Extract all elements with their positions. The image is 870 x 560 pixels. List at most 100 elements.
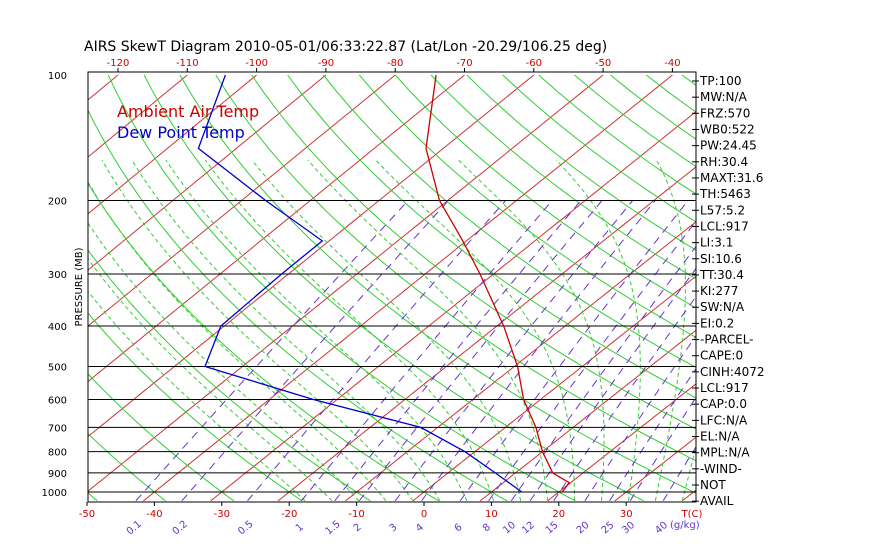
mixing-ratio-tick-label: 12 bbox=[520, 520, 537, 537]
bottom-temp-tick-label: 10 bbox=[485, 509, 498, 520]
dry-adiabat-line bbox=[88, 373, 235, 502]
index-entry: AVAIL bbox=[700, 494, 734, 508]
pressure-tick-label: 200 bbox=[48, 197, 67, 208]
mixing-ratio-tick-label: 3 bbox=[388, 522, 400, 535]
mixing-ratio-line bbox=[510, 245, 696, 502]
mixing-ratio-line bbox=[584, 335, 696, 502]
top-temp-tick-label: -60 bbox=[526, 58, 542, 69]
index-entry: L57:5.2 bbox=[700, 203, 745, 217]
chart-title: AIRS SkewT Diagram 2010-05-01/06:33:22.8… bbox=[84, 39, 607, 55]
mixing-ratio-line bbox=[334, 200, 582, 502]
dry-adiabat-line bbox=[430, 74, 696, 280]
index-entry: SI:10.6 bbox=[700, 252, 742, 266]
dry-adiabat-line bbox=[88, 312, 303, 502]
dry-adiabat-line bbox=[179, 74, 696, 494]
mixing-ratio-line bbox=[488, 220, 696, 502]
bottom-temp-tick-label: 20 bbox=[552, 509, 565, 520]
mixing-ratio-line bbox=[181, 200, 449, 502]
index-entry: EI:0.2 bbox=[700, 316, 734, 330]
moist-adiabat-line bbox=[375, 159, 575, 501]
moist-adiabat-line bbox=[251, 159, 522, 501]
index-entry: LCL:917 bbox=[700, 381, 749, 395]
mixing-ratio-tick-label: 0.5 bbox=[236, 519, 255, 538]
index-entry: KI:277 bbox=[700, 284, 738, 298]
index-entry: -WIND- bbox=[700, 462, 742, 476]
isotherm-line bbox=[547, 383, 696, 502]
legend-entry: Dew Point Temp bbox=[117, 123, 245, 142]
pressure-tick-label: 500 bbox=[48, 362, 67, 373]
bottom-temp-tick-label: -50 bbox=[79, 509, 95, 520]
isotherm-line bbox=[88, 74, 119, 101]
mixing-ratio-line bbox=[135, 200, 409, 502]
bottom-temp-tick-label: -30 bbox=[214, 509, 230, 520]
pressure-tick-label: 600 bbox=[48, 395, 67, 406]
dry-adiabat-line bbox=[790, 75, 870, 501]
pressure-tick-label: 300 bbox=[48, 270, 67, 281]
mixing-ratio-tick-label: 40 bbox=[653, 520, 670, 537]
isotherm-line bbox=[0, 75, 49, 501]
bottom-temp-tick-label: 30 bbox=[620, 509, 633, 520]
mixing-ratio-tick-label: 0.2 bbox=[171, 519, 190, 538]
dry-adiabat-line bbox=[323, 74, 696, 368]
isotherm-line bbox=[277, 166, 696, 502]
dry-adiabat-line bbox=[0, 75, 29, 501]
index-entry: LCL:917 bbox=[700, 219, 749, 233]
mixing-ratio-line bbox=[421, 200, 656, 502]
index-entry: LFC:N/A bbox=[700, 413, 748, 427]
mixing-ratio-line bbox=[459, 200, 689, 502]
mixing-ratio-tick-label: 20 bbox=[575, 520, 592, 537]
top-temp-tick-label: -110 bbox=[176, 58, 199, 69]
top-temp-tick-label: -100 bbox=[245, 58, 268, 69]
mixing-ratio-line bbox=[609, 367, 696, 502]
legend-entry: Ambient Air Temp bbox=[117, 102, 259, 121]
moist-adiabat-line bbox=[556, 159, 641, 501]
profiles bbox=[197, 74, 571, 493]
moist-adiabat-line bbox=[88, 222, 360, 502]
plot-frame bbox=[87, 71, 697, 503]
dry-adiabat-line bbox=[466, 74, 696, 251]
y-axis-label: PRESSURE (MB) bbox=[74, 247, 85, 326]
isotherm-line bbox=[88, 74, 327, 271]
bottom-temp-tick-label: 0 bbox=[421, 509, 427, 520]
bottom-temp-tick-label: -10 bbox=[348, 509, 364, 520]
dry-adiabat-line bbox=[502, 74, 696, 223]
pressure-tick-label: 900 bbox=[48, 469, 67, 480]
isotherm-line bbox=[88, 74, 465, 383]
dry-adiabat-line bbox=[287, 74, 696, 399]
dry-adiabat-line bbox=[143, 74, 644, 502]
index-entry: FRZ:570 bbox=[700, 106, 750, 120]
dry-adiabat-line bbox=[358, 74, 696, 338]
top-temp-tick-label: -40 bbox=[664, 58, 680, 69]
moist-adiabat-line bbox=[307, 159, 549, 501]
index-entry: TH:5463 bbox=[699, 187, 751, 201]
mixing-ratio-tick-label: 1 bbox=[294, 522, 306, 535]
mixing-ratio-line bbox=[529, 267, 696, 502]
mixing-ratio-line bbox=[301, 200, 553, 502]
index-entry: TT:30.4 bbox=[699, 268, 744, 282]
moist-adiabat-line bbox=[88, 258, 333, 502]
pressure-tick-label: 400 bbox=[48, 322, 67, 333]
isotherm-line bbox=[750, 75, 870, 501]
moist-adiabat-line bbox=[204, 159, 495, 501]
mixing-ratio-tick-label: 25 bbox=[600, 520, 617, 537]
stability-indices: TP:100 MW:N/A FRZ:570 WB0:522 PW:24.45 RH:30.… bbox=[692, 74, 765, 508]
top-temp-tick-label: -80 bbox=[387, 58, 403, 69]
dry-adiabat-line bbox=[88, 432, 166, 502]
isotherm-line bbox=[88, 74, 396, 327]
mixing-ratio-line bbox=[358, 200, 603, 502]
index-entry: MW:N/A bbox=[700, 90, 748, 104]
dry-adiabat-line bbox=[251, 74, 696, 430]
isobars bbox=[88, 200, 696, 493]
index-entry: TP:100 bbox=[699, 74, 742, 88]
dry-adiabat-line bbox=[754, 75, 870, 501]
isotherm-line bbox=[345, 221, 696, 502]
top-temp-tick-label: -50 bbox=[595, 58, 611, 69]
temp-unit-label: T(C) bbox=[681, 509, 703, 520]
moist-adiabat-line bbox=[88, 181, 387, 502]
mixing-ratio-unit-label: (g/kg) bbox=[670, 520, 700, 531]
index-entry: CAP:0.0 bbox=[700, 397, 747, 411]
index-entry: CINH:4072 bbox=[700, 365, 765, 379]
top-temp-tick-label: -90 bbox=[318, 58, 334, 69]
mixing-ratio-tick-label: 10 bbox=[501, 520, 518, 537]
